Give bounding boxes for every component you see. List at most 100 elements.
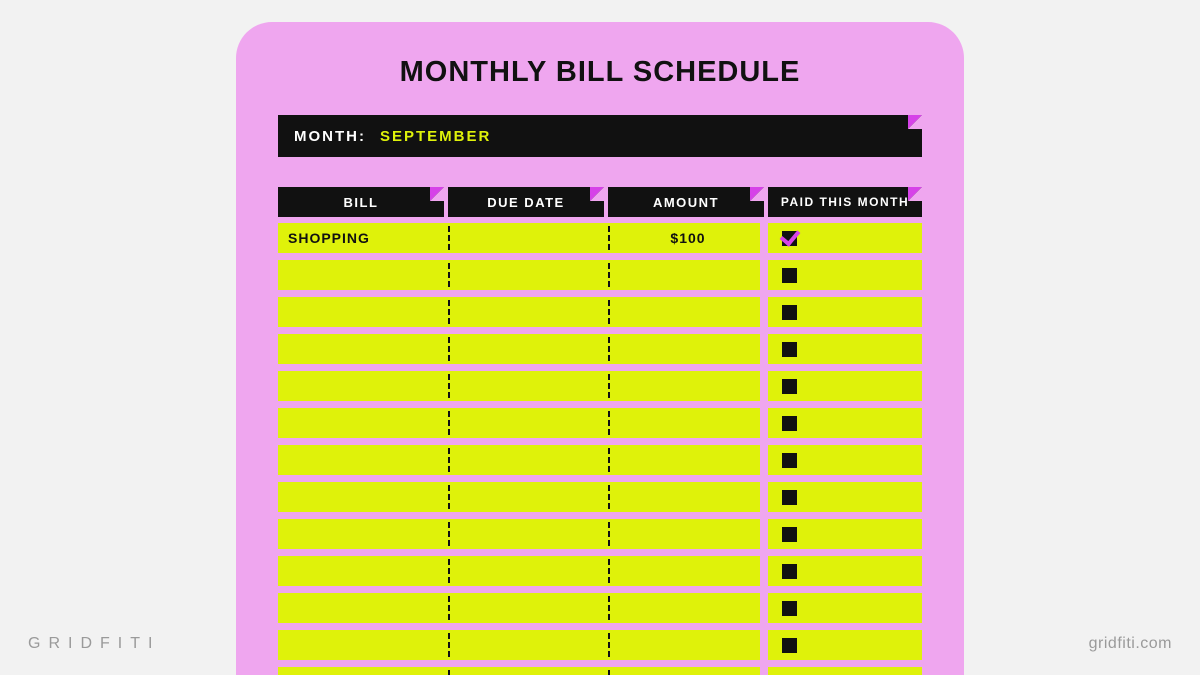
cell-due-date[interactable] — [448, 630, 608, 660]
cell-due-date[interactable] — [448, 667, 608, 675]
month-value[interactable]: SEPTEMBER — [380, 128, 491, 145]
cell-paid — [768, 593, 922, 623]
table-row — [278, 667, 922, 675]
table-row — [278, 371, 922, 401]
cell-due-date[interactable] — [448, 223, 608, 253]
col-header-due-date: DUE DATE — [448, 187, 604, 217]
table-row — [278, 482, 922, 512]
cell-bill[interactable] — [278, 334, 448, 364]
table-row — [278, 408, 922, 438]
table-row — [278, 445, 922, 475]
col-header-amount: AMOUNT — [608, 187, 764, 217]
bill-table: BILL DUE DATE AMOUNT PAID THIS MONTH SHO… — [278, 187, 922, 675]
paid-checkbox[interactable] — [782, 379, 797, 394]
cell-paid — [768, 519, 922, 549]
table-row — [278, 297, 922, 327]
cell-bill[interactable] — [278, 593, 448, 623]
cell-paid — [768, 556, 922, 586]
cell-bill[interactable] — [278, 556, 448, 586]
cell-bill[interactable] — [278, 408, 448, 438]
page-title: MONTHLY BILL SCHEDULE — [278, 56, 922, 89]
cell-amount[interactable] — [608, 556, 768, 586]
cell-bill[interactable] — [278, 371, 448, 401]
cell-bill[interactable] — [278, 519, 448, 549]
table-header: BILL DUE DATE AMOUNT PAID THIS MONTH — [278, 187, 922, 217]
cell-bill[interactable]: SHOPPING — [278, 223, 448, 253]
cell-amount[interactable] — [608, 260, 768, 290]
table-row — [278, 260, 922, 290]
cell-paid — [768, 630, 922, 660]
paid-checkbox[interactable] — [782, 638, 797, 653]
cell-due-date[interactable] — [448, 556, 608, 586]
cell-amount[interactable] — [608, 667, 768, 675]
cell-due-date[interactable] — [448, 445, 608, 475]
paid-checkbox[interactable] — [782, 601, 797, 616]
month-label: MONTH: — [294, 128, 366, 145]
cell-due-date[interactable] — [448, 482, 608, 512]
cell-paid — [768, 667, 922, 675]
cell-due-date[interactable] — [448, 593, 608, 623]
cell-paid — [768, 408, 922, 438]
paid-checkbox[interactable] — [782, 527, 797, 542]
cell-amount[interactable] — [608, 334, 768, 364]
col-header-label: BILL — [344, 195, 379, 210]
cell-amount[interactable] — [608, 445, 768, 475]
cell-due-date[interactable] — [448, 519, 608, 549]
cell-bill[interactable] — [278, 667, 448, 675]
cell-paid — [768, 223, 922, 253]
dogear-icon — [590, 187, 604, 201]
table-row — [278, 519, 922, 549]
dogear-icon — [750, 187, 764, 201]
cell-paid — [768, 482, 922, 512]
cell-amount[interactable] — [608, 482, 768, 512]
cell-due-date[interactable] — [448, 297, 608, 327]
col-header-label: DUE DATE — [487, 195, 564, 210]
table-row — [278, 556, 922, 586]
cell-bill[interactable] — [278, 630, 448, 660]
col-header-bill: BILL — [278, 187, 444, 217]
cell-amount[interactable] — [608, 630, 768, 660]
cell-amount[interactable] — [608, 408, 768, 438]
table-row — [278, 593, 922, 623]
paid-checkbox[interactable] — [782, 342, 797, 357]
col-header-label: PAID THIS MONTH — [781, 195, 909, 209]
col-header-paid: PAID THIS MONTH — [768, 187, 922, 217]
paid-checkbox[interactable] — [782, 564, 797, 579]
bill-schedule-card: MONTHLY BILL SCHEDULE MONTH: SEPTEMBER B… — [236, 22, 964, 675]
cell-paid — [768, 297, 922, 327]
paid-checkbox[interactable] — [782, 305, 797, 320]
paid-checkbox[interactable] — [782, 416, 797, 431]
cell-amount[interactable] — [608, 371, 768, 401]
cell-due-date[interactable] — [448, 408, 608, 438]
dogear-icon — [430, 187, 444, 201]
table-body: SHOPPING $100 — [278, 223, 922, 675]
month-bar: MONTH: SEPTEMBER — [278, 115, 922, 157]
cell-bill[interactable] — [278, 297, 448, 327]
table-row: SHOPPING $100 — [278, 223, 922, 253]
cell-due-date[interactable] — [448, 371, 608, 401]
col-header-label: AMOUNT — [653, 195, 719, 210]
table-row — [278, 630, 922, 660]
watermark-right: gridfiti.com — [1089, 635, 1172, 653]
cell-paid — [768, 445, 922, 475]
paid-checkbox[interactable] — [782, 490, 797, 505]
paid-checkbox[interactable] — [782, 268, 797, 283]
paid-checkbox[interactable] — [782, 453, 797, 468]
cell-amount[interactable]: $100 — [608, 223, 768, 253]
paid-checkbox[interactable] — [782, 231, 797, 246]
cell-due-date[interactable] — [448, 334, 608, 364]
cell-amount[interactable] — [608, 593, 768, 623]
cell-bill[interactable] — [278, 482, 448, 512]
cell-bill[interactable] — [278, 445, 448, 475]
cell-paid — [768, 371, 922, 401]
cell-bill[interactable] — [278, 260, 448, 290]
dogear-icon — [908, 115, 922, 129]
watermark-left: GRIDFITI — [28, 635, 160, 653]
cell-paid — [768, 260, 922, 290]
cell-amount[interactable] — [608, 297, 768, 327]
cell-due-date[interactable] — [448, 260, 608, 290]
table-row — [278, 334, 922, 364]
cell-amount[interactable] — [608, 519, 768, 549]
dogear-icon — [908, 187, 922, 201]
cell-paid — [768, 334, 922, 364]
